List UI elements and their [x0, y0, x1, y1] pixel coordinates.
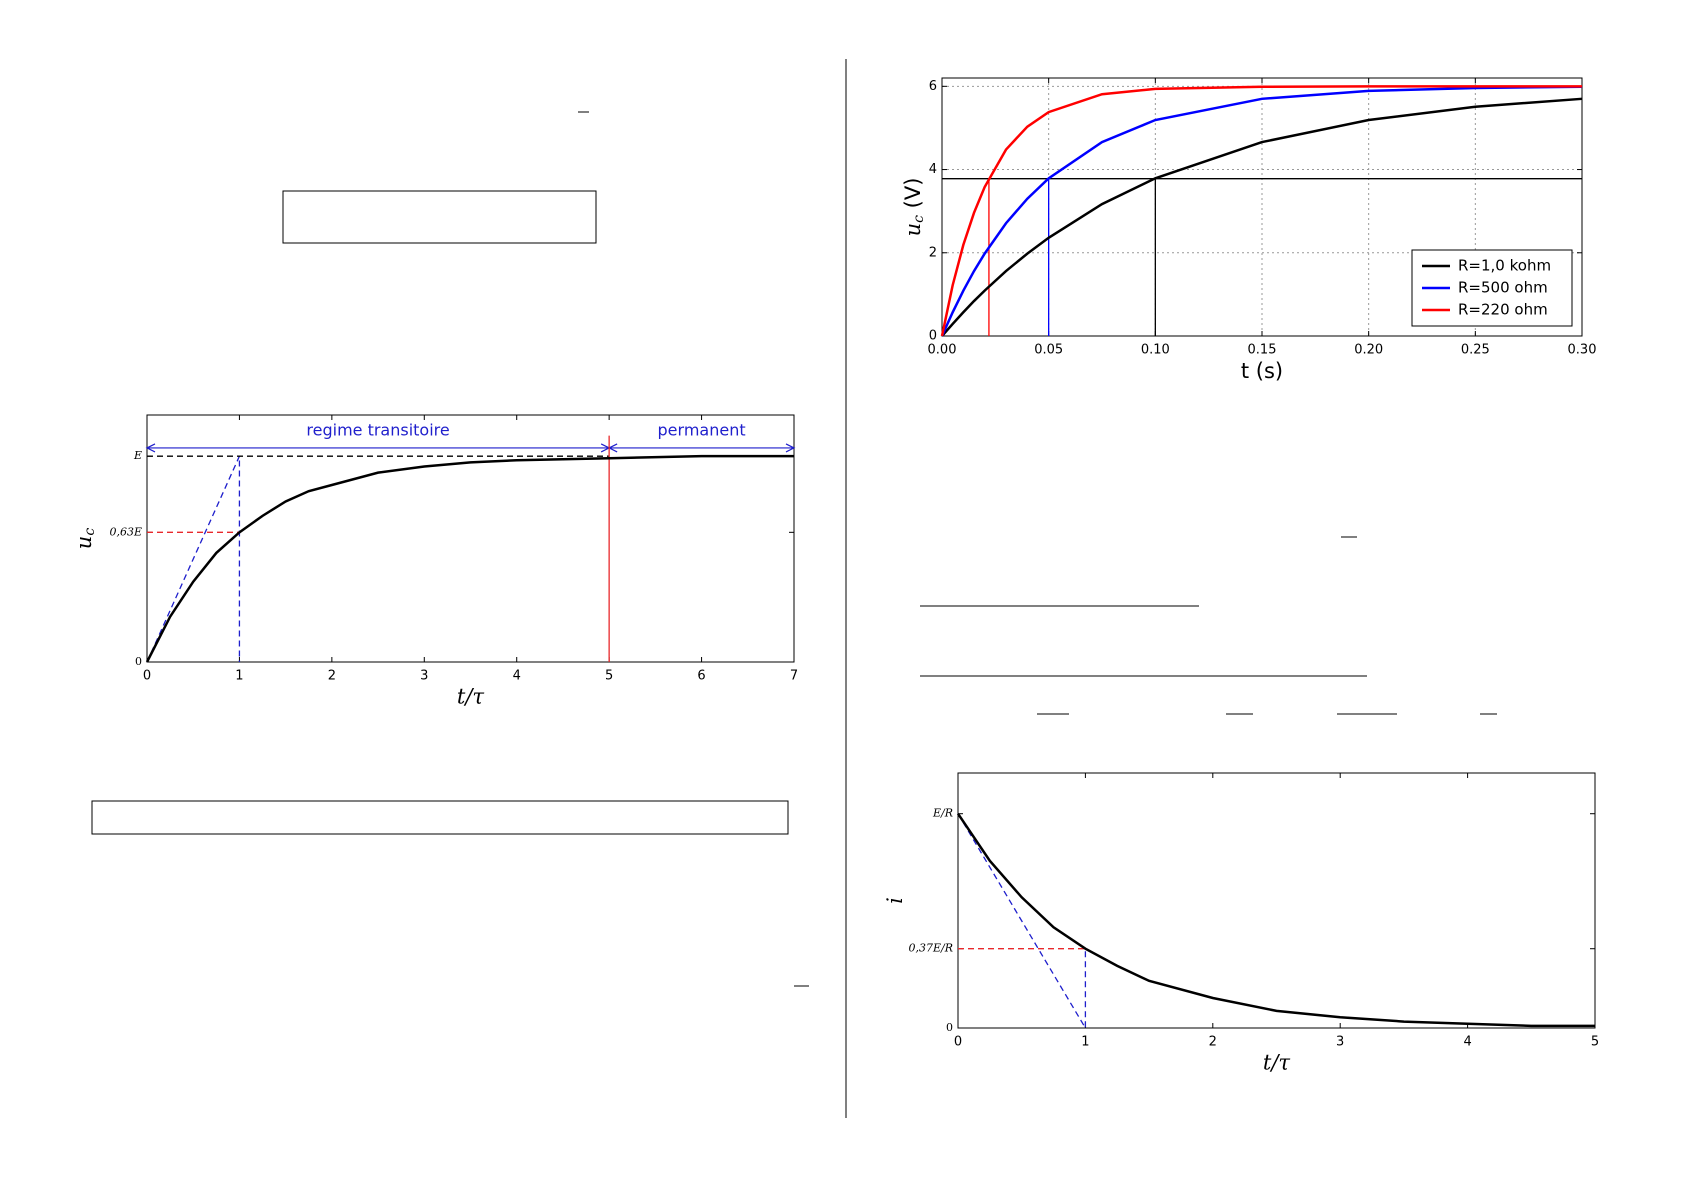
y-axis-label: uc	[72, 528, 99, 550]
y-axis-label: i	[883, 897, 907, 904]
x-tick-label: 4	[513, 669, 521, 684]
x-axis-label: t/τ	[1263, 1051, 1291, 1075]
y-label-unit: (V)	[901, 178, 925, 215]
y-tick-label: 6	[929, 79, 937, 94]
plot-frame	[941, 77, 1583, 337]
y-tick-label: 0	[135, 655, 142, 668]
fraction-bars	[578, 111, 1497, 987]
y-tick-label: 0,63E	[109, 525, 142, 538]
data-line	[940, 85, 1582, 337]
x-tick-label: 3	[420, 669, 428, 684]
y-tick-label: E	[133, 449, 142, 462]
plot-frame	[146, 414, 795, 663]
legend-entry: R=1,0 kohm	[1458, 257, 1551, 275]
y-label-symbol: i	[883, 897, 907, 904]
x-tick-label: 0.25	[1461, 343, 1490, 358]
y-tick-label: E/R	[932, 807, 953, 820]
arrow-head	[785, 443, 796, 453]
x-tick-label: 0	[143, 669, 151, 684]
formula-box	[91, 800, 789, 835]
x-tick-label: 0.10	[1141, 343, 1170, 358]
legend: R=1,0 kohm R=500 ohm R=220 ohm	[1411, 249, 1573, 327]
x-axis-label: t/τ	[457, 685, 485, 709]
x-tick-label: 1	[235, 669, 243, 684]
y-tick-label: 4	[929, 162, 937, 177]
span-label: regime transitoire	[306, 420, 449, 439]
x-tick-label: 3	[1336, 1035, 1344, 1050]
y-label-subscript: c	[82, 528, 98, 536]
data-line	[941, 97, 1583, 337]
x-tick-label: 2	[328, 669, 336, 684]
y-axis-label: uc (V)	[901, 178, 928, 237]
legend-entry: R=500 ohm	[1458, 279, 1548, 297]
chart: 0 1 2 3 4 5 0 0,37E/R E/R t/τ i	[883, 772, 1599, 1075]
x-tick-label: 0	[954, 1035, 962, 1050]
x-tick-label: 2	[1209, 1035, 1217, 1050]
x-tick-label: 5	[605, 669, 613, 684]
data-line	[940, 85, 1583, 337]
y-tick-label: 0	[929, 329, 937, 344]
chart: 0.00 0.05 0.10 0.15 0.20 0.25 0.30 0 2 4 6 t (s) uc …	[901, 77, 1597, 383]
data-line	[145, 454, 794, 663]
y-label-symbol: u	[901, 223, 925, 237]
data-line	[956, 813, 1595, 1028]
x-axis-label: t (s)	[1241, 359, 1283, 383]
y-tick-label: 0	[946, 1021, 953, 1034]
y-label-subscript: c	[911, 215, 927, 223]
y-label-symbol: u	[72, 536, 96, 550]
x-tick-label: 5	[1591, 1035, 1599, 1050]
x-tick-label: 0.20	[1354, 343, 1383, 358]
guide-line	[957, 813, 1087, 1031]
guide-line	[146, 455, 241, 663]
formula-box	[282, 190, 597, 244]
plot-frame	[957, 772, 1596, 1029]
y-tick-label: 0,37E/R	[908, 942, 953, 955]
x-tick-label: 0.15	[1248, 343, 1277, 358]
x-tick-label: 0.00	[928, 343, 957, 358]
y-tick-label: 2	[929, 245, 937, 260]
x-tick-label: 1	[1081, 1035, 1089, 1050]
x-tick-label: 6	[697, 669, 705, 684]
x-tick-label: 0.05	[1034, 343, 1063, 358]
arrow-head	[145, 443, 156, 453]
span-label: permanent	[658, 420, 746, 439]
x-tick-label: 0.30	[1568, 343, 1597, 358]
legend-entry: R=220 ohm	[1458, 301, 1548, 319]
x-tick-label: 7	[790, 669, 798, 684]
x-tick-label: 4	[1463, 1035, 1471, 1050]
